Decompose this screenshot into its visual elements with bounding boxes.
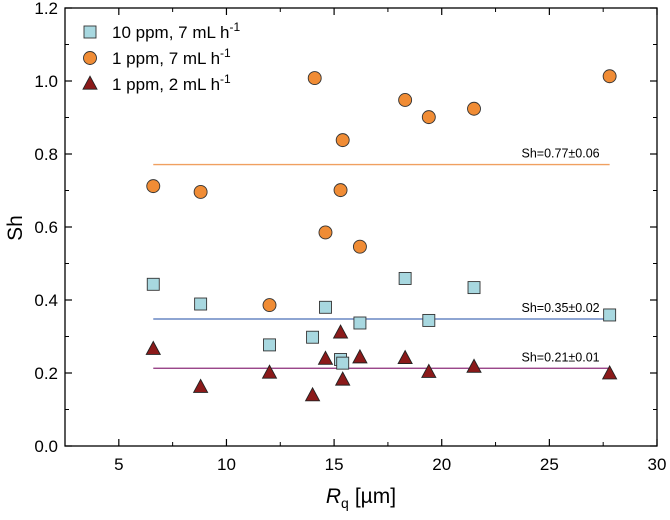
x-tick-label: 25 (540, 455, 559, 474)
mean-lines: Sh=0.77±0.06 Sh=0.35±0.02 Sh=0.21±0.01 (153, 147, 610, 369)
y-tick-label: 1.0 (34, 72, 58, 91)
legend-square-marker (83, 25, 97, 39)
square-data-point (603, 308, 617, 322)
square-data-point (146, 277, 160, 291)
axis-ticks: 5 10 15 20 25 30 0.0 0.2 0.4 0.6 0.8 1.0 1.2 (34, 0, 666, 474)
x-tick-label: 15 (325, 455, 344, 474)
triangle-data-point (397, 349, 413, 365)
square-data-point (194, 297, 208, 311)
circle-data-point (193, 185, 208, 199)
triangle-data-point (601, 364, 618, 380)
square-data-point (353, 316, 367, 330)
square-data-point (336, 356, 350, 370)
legend-label-main: 10 ppm, 7 mL h (112, 23, 230, 42)
data-points (145, 69, 618, 402)
triangle-data-point (317, 350, 334, 365)
square-data-point (319, 300, 332, 314)
x-tick-label: 30 (648, 455, 667, 474)
circle-data-point (467, 101, 481, 116)
circle-data-point (146, 179, 161, 194)
y-tick-label: 0.8 (34, 145, 58, 164)
legend-triangle-marker (82, 75, 98, 90)
circle-data-point (333, 183, 348, 198)
mean-line-label: Sh=0.35±0.02 (522, 301, 600, 315)
circle-data-point (307, 71, 322, 86)
triangle-data-point (304, 386, 321, 402)
legend-label: 1 ppm, 2 mL h-1 (112, 72, 231, 94)
x-axis-title-subscript: q (341, 495, 349, 511)
y-axis-title: Sh (4, 215, 27, 241)
x-axis-title: Rq [µm] (326, 485, 396, 511)
legend-label-superscript: -1 (220, 46, 231, 60)
legend-circle-marker (83, 51, 97, 65)
square-data-point (263, 338, 276, 352)
legend-label-main: 1 ppm, 2 mL h (112, 75, 220, 94)
x-axis-title-unit: [µm] (355, 485, 396, 508)
circle-data-point (335, 133, 350, 148)
triangle-data-point (332, 324, 349, 339)
circle-data-point (398, 93, 413, 107)
y-tick-label: 0.4 (34, 291, 58, 310)
triangle-data-point (466, 358, 482, 373)
square-data-point (306, 330, 320, 344)
mean-line-label: Sh=0.77±0.06 (522, 147, 600, 161)
x-tick-label: 10 (217, 455, 236, 474)
circle-data-point (352, 239, 367, 254)
square-data-point (467, 281, 481, 295)
x-tick-label: 20 (432, 455, 451, 474)
circle-data-point (421, 110, 436, 125)
circle-data-point (602, 69, 617, 84)
legend-label-main: 1 ppm, 7 mL h (112, 49, 220, 68)
x-axis-title-main: R (326, 485, 341, 508)
triangle-data-point (421, 363, 437, 378)
legend-label: 10 ppm, 7 mL h-1 (112, 20, 240, 42)
circle-data-point (318, 225, 333, 240)
circle-data-point (262, 298, 277, 313)
y-tick-label: 0.0 (34, 437, 58, 456)
legend-label: 1 ppm, 7 mL h-1 (112, 46, 231, 68)
y-tick-label: 0.6 (34, 218, 58, 237)
x-tick-label: 5 (114, 455, 123, 474)
mean-line-label: Sh=0.21±0.01 (522, 350, 600, 364)
legend-label-superscript: -1 (220, 72, 231, 86)
triangle-data-point (261, 364, 278, 379)
triangle-data-point (192, 378, 209, 393)
y-tick-label: 0.2 (34, 364, 58, 383)
legend-label-superscript: -1 (230, 20, 241, 34)
triangle-data-point (334, 371, 351, 386)
triangle-data-point (352, 348, 368, 364)
triangle-data-point (145, 340, 162, 355)
y-tick-label: 1.2 (34, 0, 58, 18)
legend: 10 ppm, 7 mL h-11 ppm, 7 mL h-11 ppm, 2 … (82, 20, 240, 94)
plot-frame (64, 7, 658, 447)
square-data-point (422, 313, 436, 327)
square-data-point (398, 272, 412, 285)
